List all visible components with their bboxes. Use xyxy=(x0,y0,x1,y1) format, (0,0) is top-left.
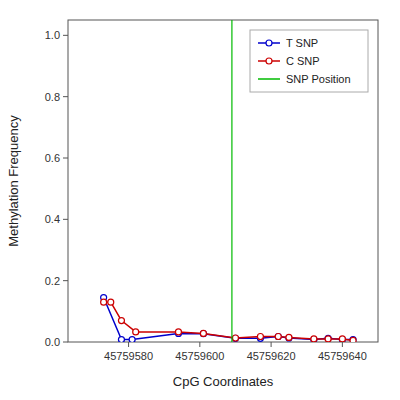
x-tick-label: 45759640 xyxy=(318,350,367,362)
point xyxy=(350,337,356,342)
series-line xyxy=(104,302,353,340)
x-tick-label: 45759620 xyxy=(247,350,296,362)
point xyxy=(118,337,124,342)
y-tick-label: 0.8 xyxy=(45,91,60,103)
point xyxy=(311,336,317,342)
point xyxy=(232,335,238,341)
point xyxy=(350,337,356,342)
point xyxy=(275,333,281,339)
series-line xyxy=(104,298,353,340)
y-tick-label: 0.2 xyxy=(45,275,60,287)
vertical-line xyxy=(231,20,232,342)
y-axis: 0.0 0.2 0.4 0.6 0.8 1.0 xyxy=(45,29,68,348)
y-axis-label: Methylation Frequency xyxy=(6,115,21,247)
x-tick xyxy=(271,342,272,347)
y-tick-label: 0.4 xyxy=(45,213,60,225)
legend-marker xyxy=(266,58,272,64)
x-tick-label: 45759600 xyxy=(175,350,224,362)
x-tick xyxy=(128,342,129,347)
legend-swatch xyxy=(258,78,280,80)
y-tick-label: 0.0 xyxy=(45,336,60,348)
legend-label: SNP Position xyxy=(286,73,351,85)
x-tick xyxy=(342,342,343,347)
point xyxy=(286,335,292,341)
y-tick-label: 0.6 xyxy=(45,152,60,164)
y-tick xyxy=(63,96,68,97)
point xyxy=(133,329,139,335)
point xyxy=(200,331,206,337)
point xyxy=(200,330,206,336)
point xyxy=(311,337,317,342)
y-tick xyxy=(63,280,68,281)
x-tick xyxy=(199,342,200,347)
x-axis: 45759580 45759600 45759620 45759640 xyxy=(104,342,367,362)
point xyxy=(325,335,331,341)
point xyxy=(339,336,345,342)
y-tick xyxy=(63,158,68,159)
point xyxy=(108,299,114,305)
point xyxy=(275,333,281,339)
y-tick xyxy=(63,35,68,36)
legend-label: C SNP xyxy=(286,55,320,67)
point xyxy=(175,329,181,335)
point xyxy=(257,333,263,339)
y-tick xyxy=(63,342,68,343)
point xyxy=(101,299,107,305)
legend-label: T SNP xyxy=(286,37,318,49)
x-tick-label: 45759580 xyxy=(104,350,153,362)
chart: 457595804575960045759620457596400.00.20.… xyxy=(0,0,400,400)
y-tick xyxy=(63,219,68,220)
point xyxy=(129,337,135,342)
point xyxy=(325,336,331,342)
chart-container: 457595804575960045759620457596400.00.20.… xyxy=(0,0,400,400)
legend-marker xyxy=(266,40,272,46)
point xyxy=(118,318,124,324)
legend: T SNP C SNP SNP Position xyxy=(250,30,368,92)
x-axis-label: CpG Coordinates xyxy=(173,374,274,389)
plot-frame xyxy=(68,20,378,342)
point xyxy=(339,337,345,342)
legend-box xyxy=(250,30,368,92)
point xyxy=(232,335,238,341)
point xyxy=(286,334,292,340)
y-tick-label: 1.0 xyxy=(45,29,60,41)
